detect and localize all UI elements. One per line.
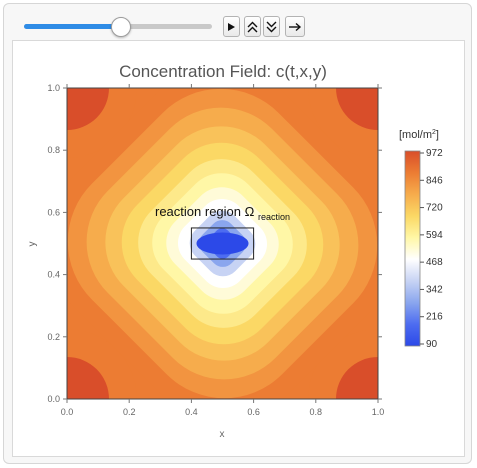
x-tick-label: 0.2 xyxy=(123,407,136,417)
plot-frame xyxy=(66,87,379,400)
colorbar-label-end: ] xyxy=(436,129,439,141)
time-slider[interactable] xyxy=(24,17,212,37)
x-tick-label: 1.0 xyxy=(372,407,385,417)
concentration-contours xyxy=(67,88,378,399)
slider-thumb[interactable] xyxy=(111,17,132,37)
corner-hotspot-inner xyxy=(67,88,109,130)
x-axis: 0.0 0.2 0.4 0.6 0.8 1.0 xyxy=(61,84,385,417)
reaction-label-main: reaction region Ω xyxy=(155,204,255,219)
slower-button[interactable] xyxy=(263,16,280,37)
colorbar-tick-label: 720 xyxy=(426,203,443,214)
x-tick-label: 0.6 xyxy=(247,407,260,417)
faster-button[interactable] xyxy=(244,16,261,37)
colorbar-tick-label: 216 xyxy=(426,312,443,323)
y-tick-label: 0.8 xyxy=(47,145,60,155)
corner-hotspot-inner xyxy=(67,357,109,399)
colorbar: [mol/m2] 972 846 720 594 468 342 216 90 xyxy=(399,129,443,350)
colorbar-tick-label: 972 xyxy=(426,148,443,159)
colorbar-gradient xyxy=(404,150,421,347)
colorbar-label-main: [mol/m xyxy=(399,129,432,141)
y-axis-label: y xyxy=(27,242,38,247)
corner-hotspot-inner xyxy=(336,357,378,399)
x-tick-label: 0.0 xyxy=(61,407,74,417)
y-tick-label: 0.2 xyxy=(47,332,60,342)
colorbar-tick-label: 468 xyxy=(426,257,443,268)
colorbar-ticks: 972 846 720 594 468 342 216 90 xyxy=(420,148,443,350)
colorbar-tick-label: 90 xyxy=(426,339,438,350)
y-tick-label: 1.0 xyxy=(47,83,60,93)
x-axis-label: x xyxy=(220,429,225,440)
concentration-plot: Concentration Field: c(t,x,y) reaction r… xyxy=(27,62,443,440)
play-button[interactable] xyxy=(223,16,240,37)
colorbar-label-sup: 2 xyxy=(432,129,436,136)
heatmap-field xyxy=(67,88,378,399)
y-tick-label: 0.4 xyxy=(47,270,60,280)
y-tick-label: 0.6 xyxy=(47,207,60,217)
reaction-region-label: reaction region Ω reaction xyxy=(155,204,290,222)
corner-hotspots xyxy=(67,88,378,399)
play-icon xyxy=(228,22,235,31)
double-chevron-down-icon xyxy=(266,21,277,32)
arrow-right-icon xyxy=(289,22,302,31)
slider-fill xyxy=(24,24,122,29)
direction-button[interactable] xyxy=(285,16,305,37)
reaction-label-subscript: reaction xyxy=(258,212,290,222)
plot-panel: Concentration Field: c(t,x,y) reaction r… xyxy=(12,40,465,457)
chart-title: Concentration Field: c(t,x,y) xyxy=(119,62,327,81)
colorbar-label: [mol/m2] xyxy=(399,129,439,141)
double-chevron-up-icon xyxy=(247,21,258,32)
reaction-core xyxy=(196,232,249,255)
y-tick-label: 0.0 xyxy=(47,394,60,404)
x-tick-label: 0.8 xyxy=(310,407,323,417)
y-axis: 0.0 0.2 0.4 0.6 0.8 1.0 xyxy=(47,83,382,404)
colorbar-tick-label: 846 xyxy=(426,175,443,186)
reaction-region-box xyxy=(190,227,255,260)
colorbar-tick-label: 342 xyxy=(426,284,443,295)
colorbar-tick-label: 594 xyxy=(426,230,443,241)
corner-hotspot-inner xyxy=(336,88,378,130)
x-tick-label: 0.4 xyxy=(185,407,198,417)
